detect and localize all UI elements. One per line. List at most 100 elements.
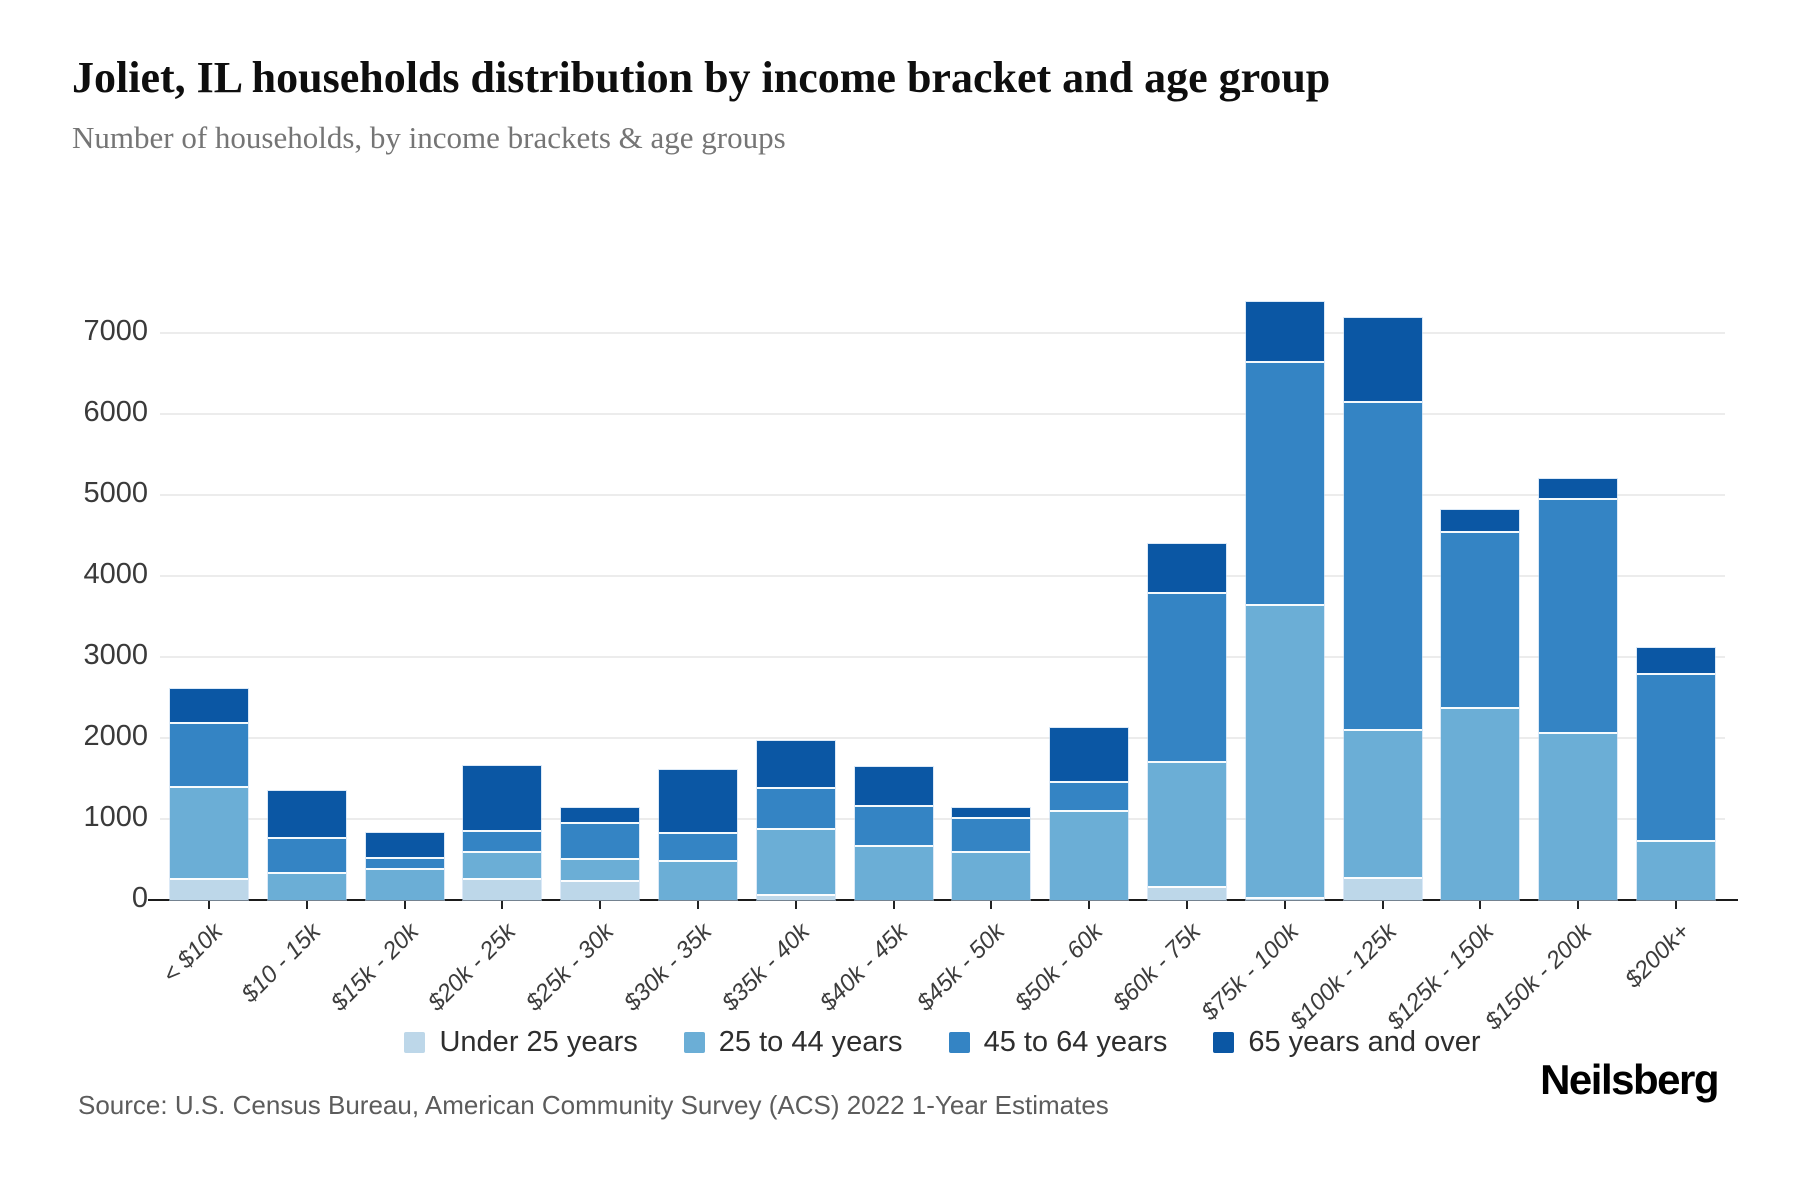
bar-segment[interactable] (1148, 760, 1227, 887)
bar-segment[interactable] (1637, 673, 1716, 841)
bar-segment[interactable] (1148, 592, 1227, 761)
bar-segment[interactable] (365, 832, 444, 858)
bar-segment[interactable] (854, 844, 933, 900)
legend-label: 45 to 64 years (983, 1026, 1168, 1058)
bar-segment[interactable] (169, 721, 248, 786)
bar-segment[interactable] (1050, 810, 1129, 900)
bar-segment[interactable] (365, 867, 444, 900)
bar-segment[interactable] (365, 857, 444, 868)
bar-segment[interactable] (1148, 543, 1227, 593)
x-axis-tick (1479, 901, 1482, 909)
bar-segment[interactable] (756, 827, 835, 894)
bar-segment[interactable] (1441, 510, 1520, 531)
legend-label: Under 25 years (439, 1026, 638, 1058)
bar-segment[interactable] (1637, 840, 1716, 900)
bar-segment[interactable] (463, 851, 542, 879)
bar-segment[interactable] (1050, 780, 1129, 811)
x-axis-tick (892, 901, 895, 909)
x-axis-tick (1283, 901, 1286, 909)
bar-segment[interactable] (267, 871, 346, 900)
bar-segment[interactable] (463, 830, 542, 852)
bar-segment[interactable] (1539, 498, 1618, 733)
bar-slot (1138, 240, 1236, 902)
bar-segment[interactable] (1343, 729, 1422, 878)
gridline (160, 413, 1725, 415)
bar-segment[interactable] (1245, 896, 1324, 900)
x-axis-tick (696, 901, 699, 909)
x-axis: < $10k $10 - 15k $15k - 20k $20k - 25k $25k … (157, 900, 1725, 1035)
bar-segment[interactable] (169, 878, 248, 900)
brand-logo[interactable]: Neilsberg (1540, 1056, 1719, 1103)
bar-slot (551, 240, 649, 902)
bar-slot (943, 240, 1041, 902)
y-axis-tick-label: 0 (131, 882, 148, 914)
bar-segment[interactable] (1637, 648, 1716, 674)
bar-segment[interactable] (561, 822, 640, 858)
bar-$30k - 35k (657, 768, 738, 902)
bar-segment[interactable] (1245, 604, 1324, 897)
legend-item[interactable]: 65 years and over (1213, 1026, 1481, 1059)
bar-slot (453, 240, 551, 901)
bar-segment[interactable] (952, 817, 1031, 852)
bar-segment[interactable] (463, 878, 542, 900)
legend-swatch (948, 1032, 970, 1053)
bar-segment[interactable] (952, 807, 1031, 818)
legend-label: 65 years and over (1248, 1026, 1481, 1058)
bar-$60k - 75k (1147, 542, 1228, 902)
bar-segment[interactable] (658, 831, 737, 861)
gridline (160, 494, 1725, 496)
bar-segment[interactable] (1343, 401, 1422, 730)
x-axis-tick (305, 901, 308, 909)
bar-segment[interactable] (756, 741, 835, 787)
bar-segment[interactable] (756, 786, 835, 828)
bar-$100k - 125k (1342, 316, 1423, 902)
bar-segment[interactable] (1245, 302, 1324, 361)
bar-segment[interactable] (1050, 728, 1129, 781)
bar-segment[interactable] (1245, 360, 1324, 605)
bar-$25k - 30k (560, 806, 641, 902)
bar-segment[interactable] (854, 767, 933, 806)
bar-segment[interactable] (1441, 707, 1520, 900)
x-axis-tick (599, 901, 602, 909)
gridline (160, 656, 1725, 658)
bar-segment[interactable] (561, 807, 640, 823)
y-axis-tick-label: 7000 (83, 315, 148, 347)
bar-$150k - 200k (1538, 477, 1619, 902)
bar-segment[interactable] (267, 836, 346, 872)
bar-segment[interactable] (463, 766, 542, 831)
bar-segment[interactable] (1343, 877, 1422, 900)
bar-segment[interactable] (1441, 530, 1520, 708)
x-axis-tick (207, 901, 210, 909)
bar-slot (160, 240, 258, 901)
bar-segment[interactable] (952, 851, 1031, 900)
bar-segment[interactable] (1148, 886, 1227, 900)
bar-segment[interactable] (561, 857, 640, 880)
legend-item[interactable]: 25 to 44 years (683, 1026, 903, 1059)
bar-slot (1236, 240, 1334, 901)
legend: Under 25 years 25 to 44 years 45 to 64 yea… (160, 1026, 1725, 1059)
legend-item[interactable]: 45 to 64 years (948, 1026, 1168, 1059)
bar-segment[interactable] (658, 769, 737, 832)
gridline (160, 332, 1725, 334)
x-axis-tick (990, 901, 993, 909)
bar-$125k - 150k (1440, 509, 1521, 901)
bar-segment[interactable] (267, 790, 346, 837)
bar-segment[interactable] (169, 689, 248, 722)
bar-$45k - 50k (951, 806, 1032, 902)
x-axis-line (148, 899, 1738, 901)
bar-segment[interactable] (561, 879, 640, 900)
bar-$15k - 20k (364, 831, 445, 902)
chart-subtitle: Number of households, by income brackets… (72, 120, 786, 155)
legend-item[interactable]: Under 25 years (404, 1026, 638, 1059)
bar-slot (1627, 240, 1725, 901)
bar-segment[interactable] (756, 893, 835, 900)
bar-segment[interactable] (1539, 732, 1618, 900)
bar-segment[interactable] (854, 805, 933, 845)
bar-segment[interactable] (169, 785, 248, 879)
bar-segment[interactable] (658, 860, 737, 900)
gridline (160, 575, 1725, 577)
y-axis-tick-label: 1000 (83, 801, 148, 833)
bar-$20k - 25k (462, 765, 543, 901)
bar-segment[interactable] (1343, 317, 1422, 402)
bar-segment[interactable] (1539, 478, 1618, 499)
